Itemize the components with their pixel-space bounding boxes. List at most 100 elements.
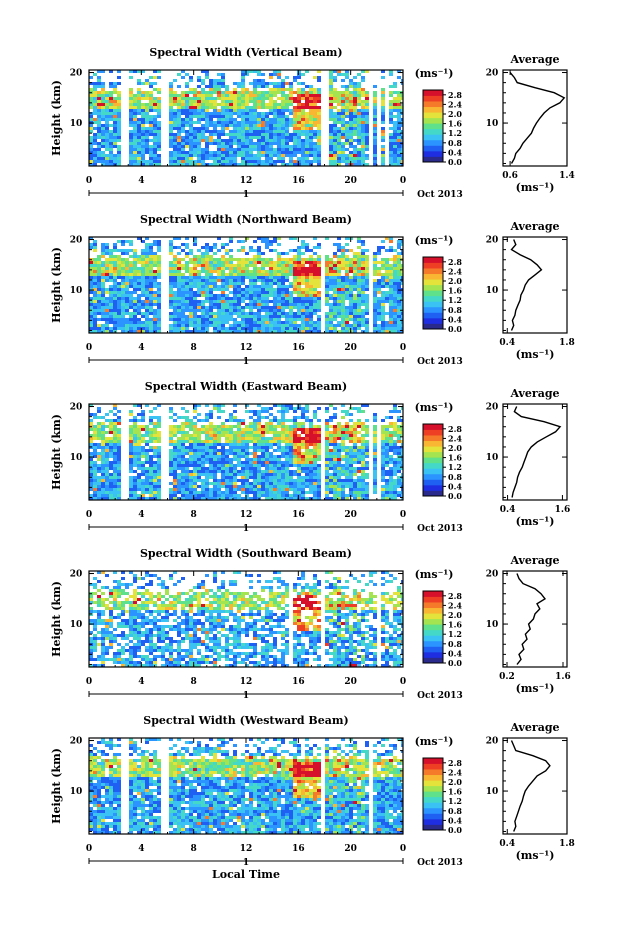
colorbar-swatch [423, 796, 443, 803]
colorbar-swatch [423, 462, 443, 469]
x-tick-label: 0 [400, 176, 406, 186]
x-tick-label: 8 [191, 677, 197, 687]
avg-x-axis-label: (ms⁻¹) [516, 348, 555, 361]
date-label: Oct 2013 [417, 190, 463, 200]
colorbar-swatch [423, 484, 443, 491]
colorbar-tick-label: 0.0 [448, 324, 462, 334]
x-tick-label: 8 [191, 176, 197, 186]
avg-x-tick-label: 0.2 [499, 672, 515, 682]
average-title: Average [509, 721, 559, 734]
date-label: Oct 2013 [417, 691, 463, 701]
x-tick-label: 0 [400, 343, 406, 353]
x-tick-label: 0 [400, 510, 406, 520]
colorbar-swatch [423, 602, 443, 609]
average-title: Average [509, 53, 559, 66]
colorbar-tick-label: 0.4 [448, 481, 462, 491]
avg-y-tick-label: 10 [486, 453, 499, 463]
colorbar-swatch [423, 268, 443, 275]
colorbar-tick-label: 0.0 [448, 157, 462, 167]
colorbar-swatch [423, 774, 443, 781]
colorbar-tick-label: 2.0 [448, 109, 462, 119]
colorbar-unit: (ms⁻¹) [415, 568, 454, 581]
colorbar-tick-label: 0.8 [448, 305, 462, 315]
x-tick-label: 0 [400, 844, 406, 854]
colorbar-swatch [423, 284, 443, 291]
heatmap [89, 404, 403, 500]
y-tick-label: 10 [70, 119, 83, 129]
colorbar-swatch [423, 657, 443, 664]
colorbar-swatch [423, 640, 443, 647]
colorbar-swatch [423, 112, 443, 119]
y-tick-label: 20 [70, 737, 83, 747]
colorbar-swatch [423, 818, 443, 825]
colorbar-tick-label: 1.2 [448, 295, 462, 305]
panel-title: Spectral Width (Vertical Beam) [149, 46, 342, 59]
y-axis-label: Height (km) [50, 247, 63, 323]
average-profile-line [511, 406, 562, 498]
colorbar-swatch [423, 596, 443, 603]
average-profile-line [510, 740, 551, 832]
x-tick-label: 12 [240, 176, 253, 186]
avg-y-tick-label: 20 [486, 570, 499, 580]
colorbar-tick-label: 2.4 [448, 433, 462, 443]
date-label: Oct 2013 [417, 357, 463, 367]
avg-y-tick-label: 20 [486, 403, 499, 413]
x-tick-label: 8 [191, 510, 197, 520]
colorbar-swatch [423, 591, 443, 597]
colorbar-swatch [423, 769, 443, 776]
x-tick-label: 20 [344, 510, 357, 520]
colorbar-tick-label: 0.0 [448, 825, 462, 835]
colorbar-unit: (ms⁻¹) [415, 401, 454, 414]
colorbar-tick-label: 2.4 [448, 767, 462, 777]
colorbar-tick-label: 2.0 [448, 777, 462, 787]
x-tick-label: 20 [344, 677, 357, 687]
average-title: Average [509, 220, 559, 233]
avg-x-tick-label: 0.4 [499, 839, 515, 849]
colorbar-swatch [423, 807, 443, 814]
colorbar-tick-label: 2.8 [448, 257, 462, 267]
y-tick-label: 10 [70, 453, 83, 463]
colorbar-tick-label: 0.4 [448, 815, 462, 825]
colorbar-swatch [423, 813, 443, 820]
colorbar-frame [422, 590, 444, 664]
colorbar-swatch [423, 95, 443, 102]
x-tick-label: 4 [138, 677, 144, 687]
day-label: 1 [243, 524, 249, 534]
colorbar-swatch [423, 635, 443, 642]
colorbar-swatch [423, 295, 443, 302]
colorbar-swatch [423, 145, 443, 152]
day-label: 1 [243, 858, 249, 868]
day-label: 1 [243, 357, 249, 367]
colorbar-swatch [423, 429, 443, 436]
colorbar-tick-label: 1.2 [448, 128, 462, 138]
x-tick-label: 12 [240, 343, 253, 353]
colorbar-tick-label: 1.6 [448, 453, 462, 463]
colorbar-swatch [423, 607, 443, 614]
colorbar-tick-label: 0.8 [448, 806, 462, 816]
heatmap [89, 738, 403, 834]
colorbar-tick-label: 0.0 [448, 658, 462, 668]
y-tick-label: 20 [70, 403, 83, 413]
heatmap [89, 70, 403, 166]
colorbar-tick-label: 2.0 [448, 610, 462, 620]
x-tick-label: 20 [344, 844, 357, 854]
colorbar-swatch [423, 490, 443, 497]
avg-x-tick-label: 0.4 [500, 505, 516, 515]
avg-y-tick-label: 10 [486, 787, 499, 797]
colorbar-tick-label: 2.4 [448, 266, 462, 276]
y-axis-label: Height (km) [50, 581, 63, 657]
heatmap [89, 571, 403, 667]
average-frame [502, 403, 568, 501]
colorbar-swatch [423, 150, 443, 157]
x-tick-label: 16 [292, 176, 305, 186]
date-label: Oct 2013 [417, 858, 463, 868]
colorbar-swatch [423, 758, 443, 764]
colorbar-frame [422, 423, 444, 497]
panel-title: Spectral Width (Southward Beam) [140, 547, 352, 560]
avg-x-tick-label: 1.6 [555, 672, 571, 682]
